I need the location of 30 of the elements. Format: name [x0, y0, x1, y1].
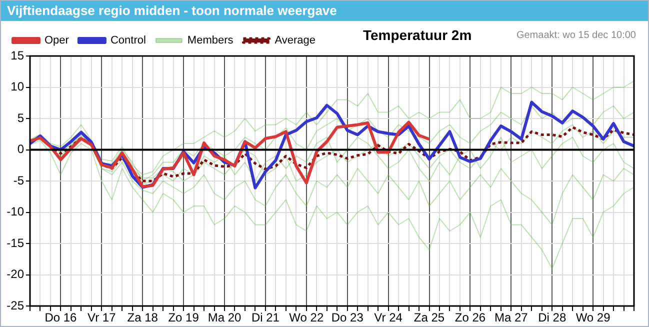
- x-tick-label: Zo 26: [454, 310, 486, 325]
- x-tick-label: Za 18: [127, 310, 158, 325]
- y-tick-label: -20: [6, 267, 24, 282]
- legend-label: Control: [110, 34, 146, 47]
- legend-label: Average: [274, 34, 316, 47]
- y-tick-label: -5: [13, 173, 24, 188]
- chart-subtitle: Temperatuur 2m: [363, 27, 472, 43]
- legend-label: Members: [187, 34, 234, 47]
- x-tick-label: Ma 20: [208, 310, 242, 325]
- x-tick-label: Wo 22: [289, 310, 324, 325]
- x-tick-label: Do 16: [44, 310, 78, 325]
- x-tick-label: Ma 27: [494, 310, 528, 325]
- y-tick-label: -15: [6, 236, 24, 250]
- x-tick-label: Di 28: [538, 310, 566, 325]
- y-tick-label: -25: [6, 298, 24, 312]
- x-tick-label: Vr 17: [88, 310, 116, 325]
- x-tick-label: Di 21: [251, 310, 280, 325]
- x-tick-label: Za 25: [414, 310, 445, 325]
- legend-label: Oper: [44, 34, 70, 47]
- y-tick-label: 15: [10, 48, 24, 62]
- y-tick-label: 5: [17, 110, 24, 125]
- x-tick-label: Do 23: [331, 310, 364, 325]
- y-tick-label: -10: [6, 204, 24, 219]
- y-tick-label: 10: [10, 80, 24, 94]
- chart-title: Vijftiendaagse regio midden - toon normale weergave: [1, 1, 648, 21]
- text: Gemaakt: wo 15 dec 10:00: [516, 30, 636, 41]
- x-tick-label: Vr 24: [374, 310, 403, 325]
- x-tick-label: Zo 19: [168, 310, 200, 325]
- x-tick-label: Wo 29: [576, 310, 611, 325]
- y-tick-label: 0: [17, 142, 24, 156]
